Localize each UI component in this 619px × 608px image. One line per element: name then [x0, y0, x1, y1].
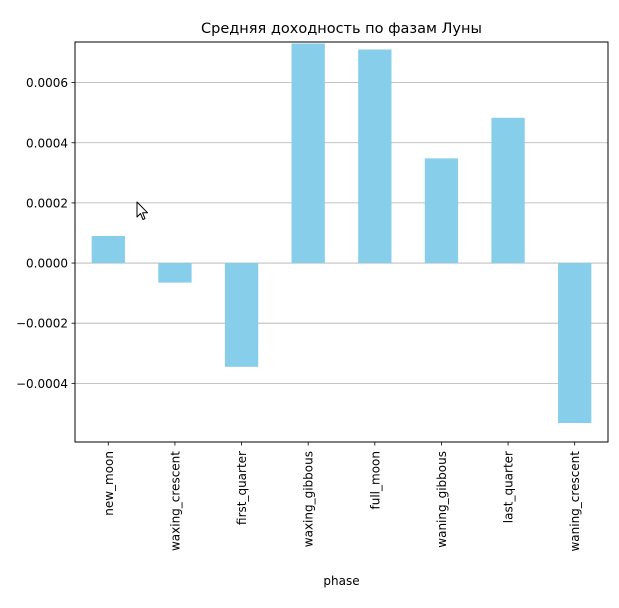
bar-last-quarter: [491, 117, 525, 264]
y-tick-label: 0.0002: [26, 196, 68, 210]
plot-area-frame: [74, 41, 609, 443]
y-axis: −0.0004 −0.0002 0.0000 0.0002 0.0004 0.0006: [16, 76, 75, 391]
bar-first-quarter: [224, 263, 259, 367]
x-axis: new_moon waxing_crescent first_quarter waxi…: [102, 442, 582, 552]
bar-new-moon: [91, 235, 125, 264]
mouse-pointer-icon: [136, 201, 149, 220]
y-tick-label: −0.0002: [16, 317, 68, 331]
y-tick-label: 0.0006: [26, 76, 68, 90]
x-tick-label: waning_gibbous: [435, 451, 449, 548]
x-tick-label: waxing_gibbous: [302, 451, 316, 547]
bars-layer: [91, 43, 592, 424]
chart-title: Средняя доходность по фазам Луны: [201, 21, 482, 37]
bar-waxing-crescent: [158, 263, 192, 283]
x-tick-label: waning_crescent: [568, 451, 582, 552]
y-tick-label: −0.0004: [16, 377, 68, 391]
bar-waning-crescent: [558, 263, 592, 424]
bar-full-moon: [358, 49, 392, 264]
x-axis-title: phase: [323, 574, 359, 588]
bar-waxing-gibbous: [291, 43, 325, 264]
x-tick-label: waxing_crescent: [168, 451, 182, 551]
x-tick-label: first_quarter: [235, 451, 249, 525]
y-tick-label: 0.0000: [26, 257, 68, 271]
x-tick-label: last_quarter: [502, 451, 516, 523]
x-tick-label: new_moon: [102, 451, 116, 516]
bar-waning-gibbous: [424, 158, 459, 264]
x-tick-label: full_moon: [368, 451, 382, 509]
y-tick-label: 0.0004: [26, 136, 68, 150]
